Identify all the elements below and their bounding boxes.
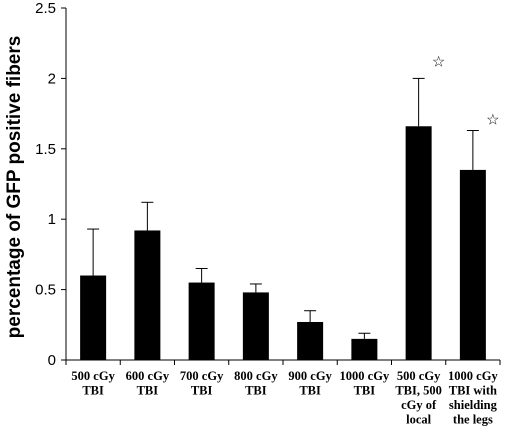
y-tick-label: 2 xyxy=(48,70,56,87)
x-category-label: the legs xyxy=(453,413,493,427)
bar xyxy=(297,321,324,360)
x-category-label: 1000 cGy xyxy=(448,369,498,383)
x-category-label: TBI xyxy=(245,384,267,398)
x-category-label: cGy of xyxy=(401,398,437,412)
bar xyxy=(405,126,432,360)
x-category-label: TBI xyxy=(137,384,159,398)
x-category-label: local xyxy=(406,413,432,427)
x-category-label: TBI, 500 xyxy=(395,384,442,398)
x-category-label: 900 cGy xyxy=(288,369,332,383)
y-axis-label: percentage of GFP positive fibers xyxy=(4,36,25,339)
significance-star: ☆ xyxy=(486,110,499,128)
x-category-label: TBI xyxy=(354,384,376,398)
x-category-label: 500 cGy xyxy=(397,369,441,383)
x-category-label: TBI xyxy=(82,384,104,398)
x-category-label: 500 cGy xyxy=(71,369,115,383)
y-ticks: 0 0.5 1 1.5 2 2.5 xyxy=(35,0,501,369)
x-category-label: 800 cGy xyxy=(234,369,278,383)
y-tick-label: 2.5 xyxy=(35,0,56,17)
y-tick-label: 1.5 xyxy=(35,141,56,158)
x-category-label: shielding xyxy=(449,398,498,412)
x-category-label: 700 cGy xyxy=(180,369,224,383)
bar xyxy=(459,169,486,360)
bar xyxy=(242,292,269,360)
x-category-label: TBI with xyxy=(449,384,497,398)
x-category-label: TBI xyxy=(299,384,321,398)
y-axis: 0 0.5 1 1.5 2 2.5 xyxy=(35,0,501,369)
bars xyxy=(80,126,486,360)
bar xyxy=(188,282,215,360)
bar xyxy=(351,338,378,360)
significance-markers: ☆☆ xyxy=(432,52,500,128)
y-tick-label: 1 xyxy=(48,211,56,228)
x-category-label: 1000 cGy xyxy=(340,369,390,383)
y-tick-label: 0.5 xyxy=(35,282,56,299)
x-category-label: 600 cGy xyxy=(126,369,170,383)
significance-star: ☆ xyxy=(432,52,445,70)
y-tick-label: 0 xyxy=(48,352,56,369)
bar xyxy=(134,230,161,360)
bar xyxy=(80,275,107,360)
error-bars xyxy=(87,77,479,339)
x-category-label: TBI xyxy=(191,384,213,398)
